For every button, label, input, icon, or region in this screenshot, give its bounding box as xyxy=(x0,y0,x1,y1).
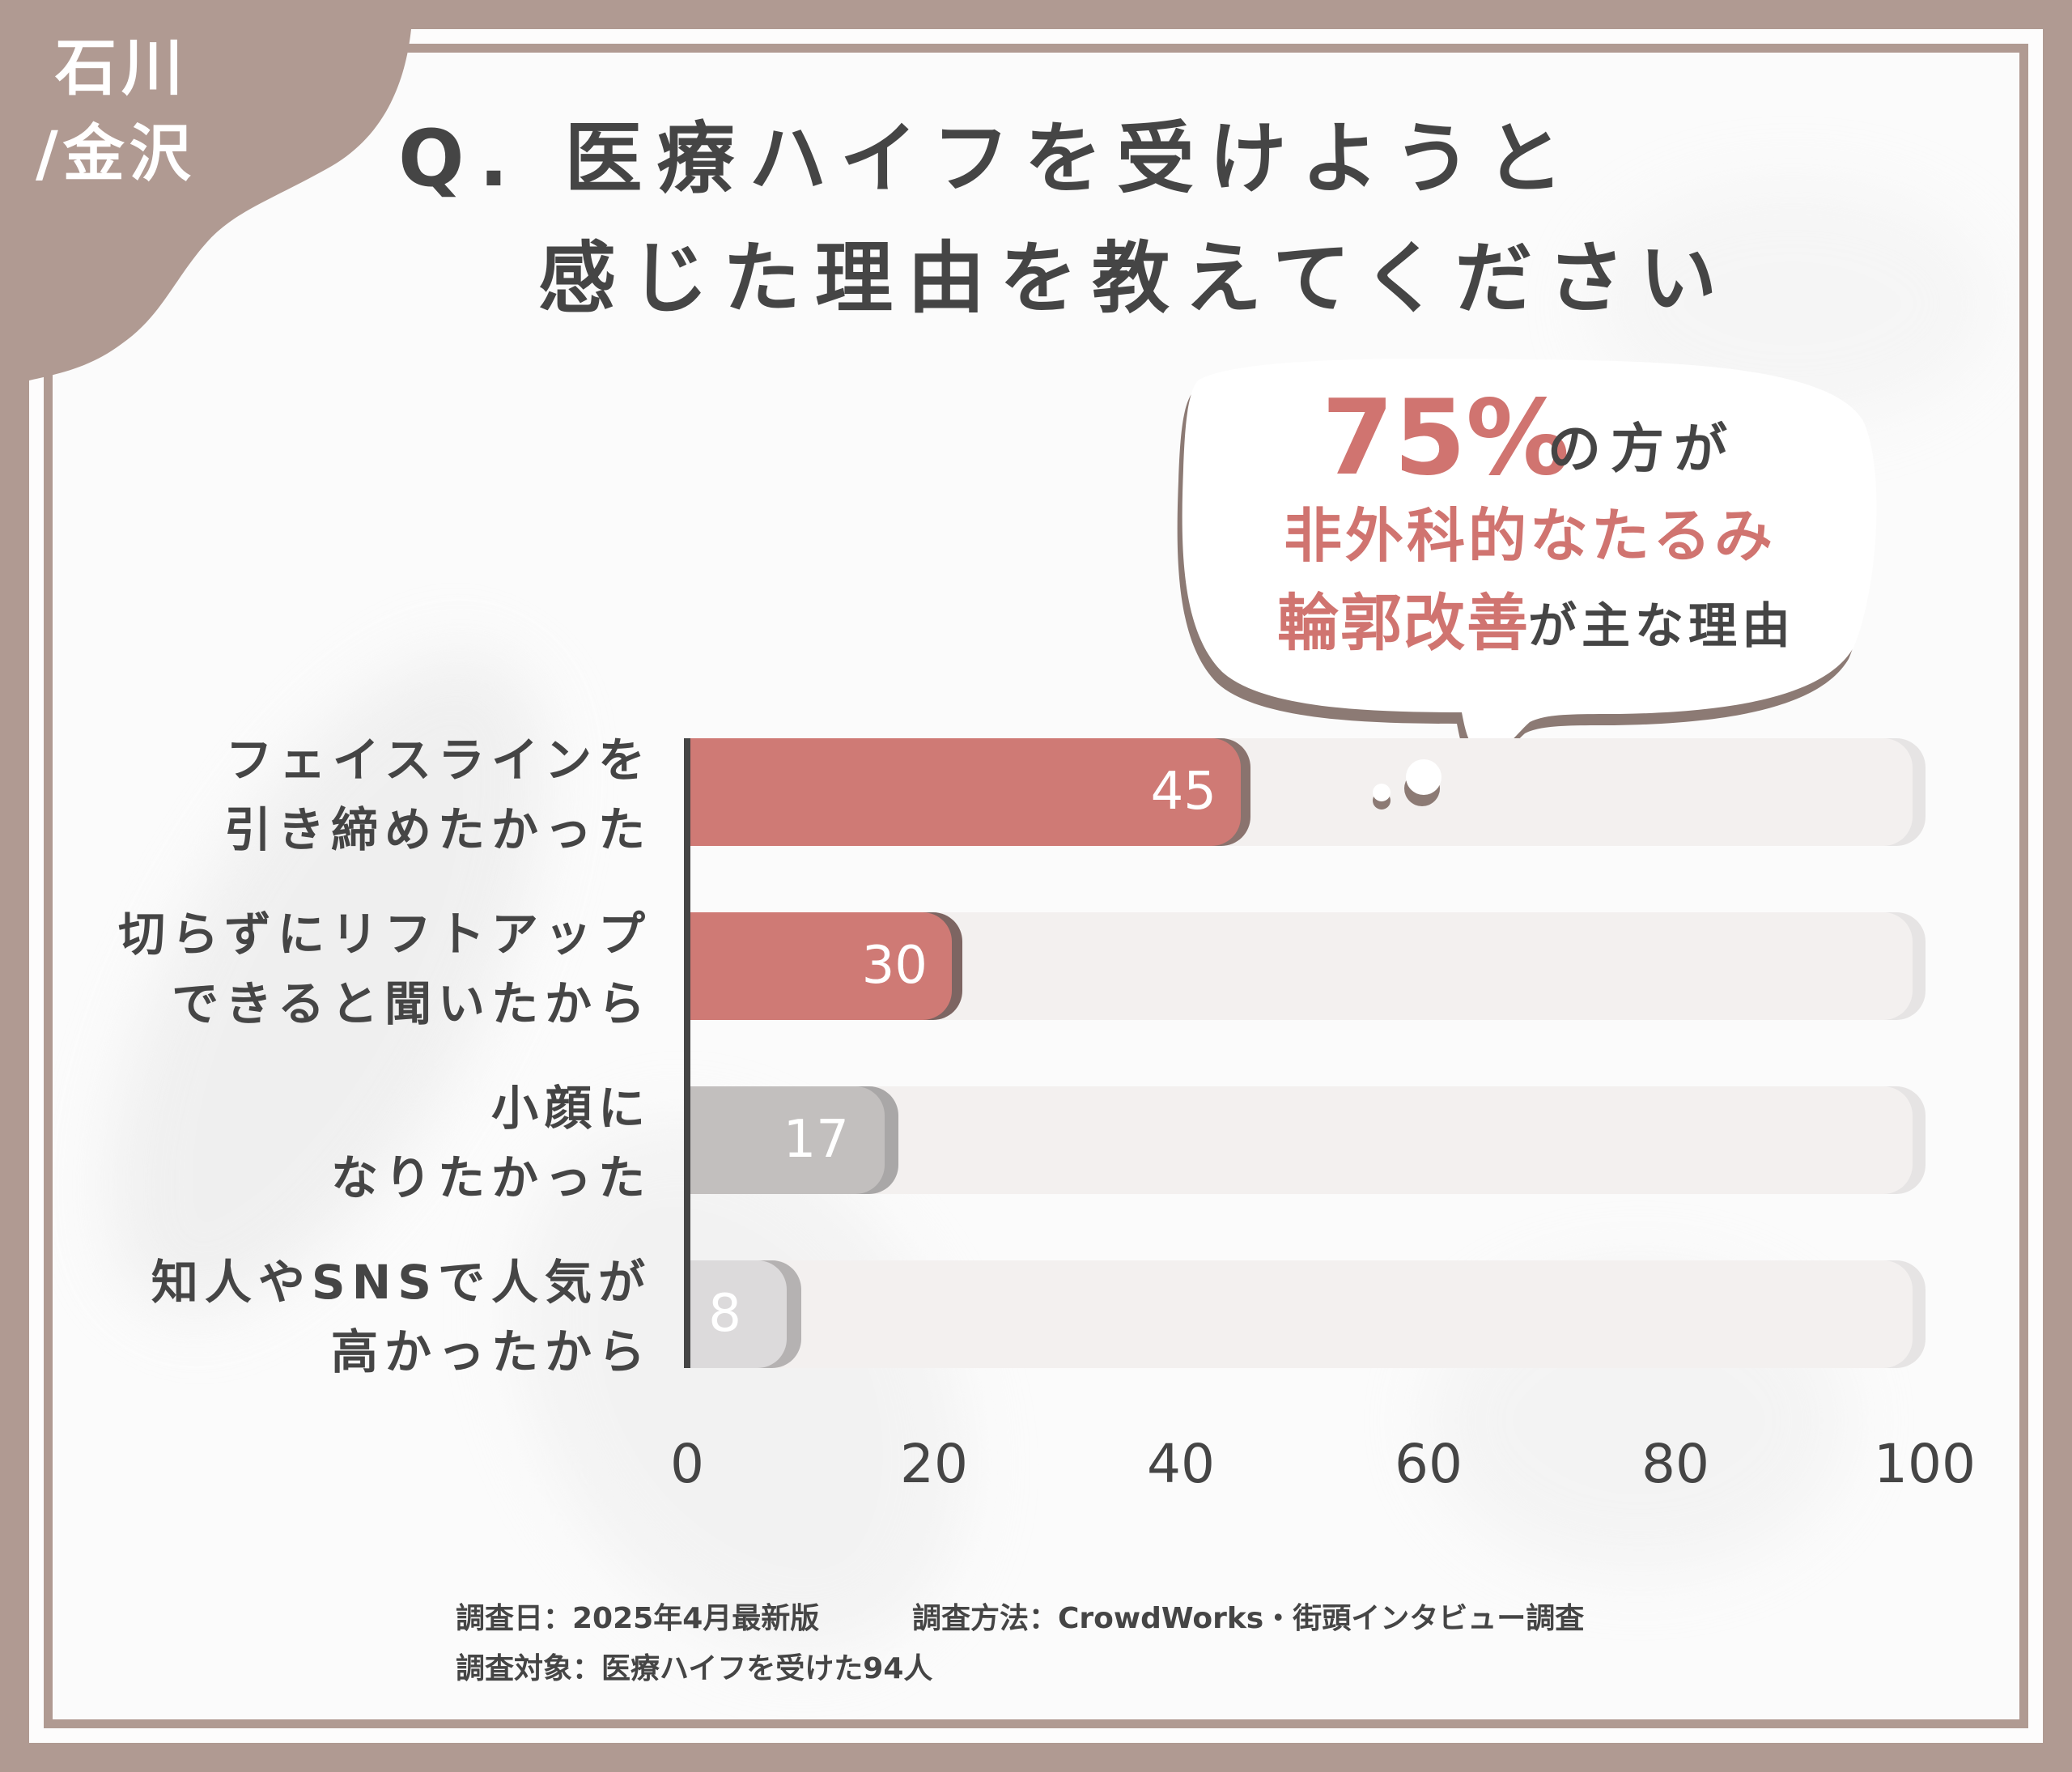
bar-track xyxy=(690,1260,1913,1368)
survey-method: 調査方法：CrowdWorks・街頭インタビュー調査 xyxy=(912,1602,1585,1635)
bar-small-face[interactable]: 17 xyxy=(690,1086,885,1194)
x-tick-label: 60 xyxy=(1395,1433,1463,1495)
category-label-line: フェイスラインを xyxy=(225,733,652,788)
callout-line3-text: が主な理由 xyxy=(1528,598,1795,655)
x-tick-label: 80 xyxy=(1641,1433,1709,1495)
corner-badge-shape xyxy=(0,0,453,421)
bar-face-line[interactable]: 45 xyxy=(690,738,1241,846)
bar-value: 30 xyxy=(861,936,928,996)
bar-value: 8 xyxy=(708,1284,741,1344)
bar-track xyxy=(690,1086,1913,1194)
callout-percent: 75% xyxy=(1322,378,1570,499)
category-label-line: なりたかった xyxy=(330,1150,652,1205)
category-label: フェイスラインを 引き締めたかった xyxy=(224,725,652,865)
x-tick-label: 20 xyxy=(900,1433,968,1495)
callout-highlight: 輪郭改善 xyxy=(1277,587,1530,659)
bubble-dot-large xyxy=(1406,759,1441,795)
category-label-line: 高かったから xyxy=(330,1324,652,1379)
callout-line2-text: 非外科的なたるみ xyxy=(1284,502,1777,570)
x-tick-label: 0 xyxy=(670,1433,704,1495)
y-axis-line xyxy=(684,738,690,1368)
category-label-line: 切らずにリフトアップ xyxy=(118,907,652,962)
category-label: 切らずにリフトアップ できると聞いたから xyxy=(118,899,652,1039)
bar-value: 17 xyxy=(783,1110,849,1170)
bar-value: 45 xyxy=(1150,762,1216,822)
x-tick-label: 100 xyxy=(1874,1433,1976,1495)
callout-line1-text: の方が xyxy=(1548,418,1737,480)
bar-popularity[interactable]: 8 xyxy=(690,1260,787,1368)
x-tick-label: 40 xyxy=(1147,1433,1215,1495)
location-city: /金沢 xyxy=(36,117,196,189)
survey-target: 調査対象：医療ハイフを受けた94人 xyxy=(456,1652,933,1685)
callout-bubble xyxy=(1177,359,1877,764)
location-prefecture: 石川 xyxy=(55,32,188,104)
category-label-line: 知人やSNSで人気が xyxy=(151,1255,652,1310)
category-label-line: できると聞いたから xyxy=(172,976,652,1031)
category-label-line: 引き締めたかった xyxy=(223,802,652,857)
bubble-dot-small xyxy=(1373,784,1391,801)
category-label: 知人やSNSで人気が 高かったから xyxy=(151,1247,652,1387)
category-label: 小顔に なりたかった xyxy=(331,1073,652,1213)
page-title-line2: 感じた理由を教えてください xyxy=(538,233,1732,324)
category-label-line: 小顔に xyxy=(490,1081,652,1136)
bar-lift-up[interactable]: 30 xyxy=(690,912,952,1020)
survey-date: 調査日：2025年4月最新版 xyxy=(456,1602,820,1635)
page-title-line1: Q. 医療ハイフを受けようと xyxy=(398,113,1578,204)
